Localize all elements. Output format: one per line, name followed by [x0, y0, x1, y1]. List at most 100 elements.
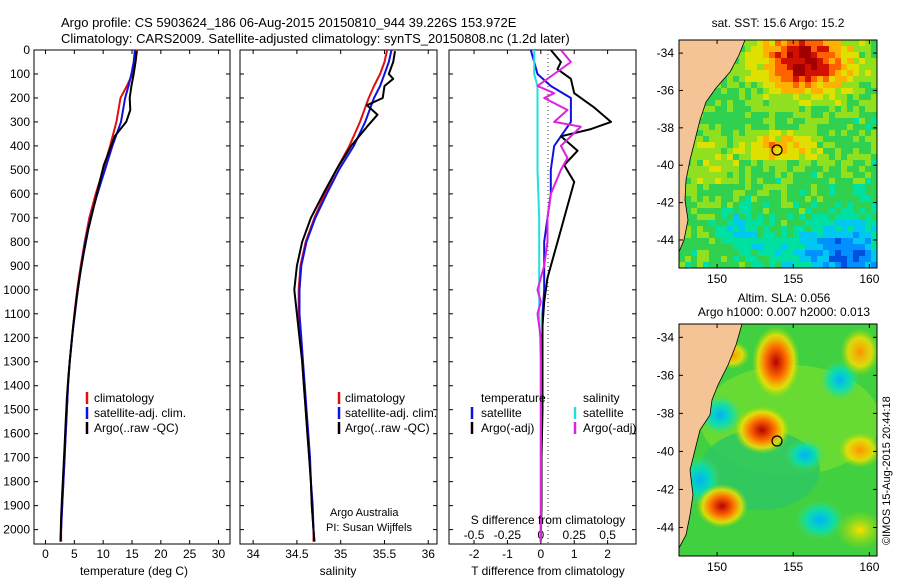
sst-cell	[799, 82, 806, 89]
sst-cell	[847, 262, 854, 268]
sst-cell	[763, 172, 770, 179]
sst-cell	[811, 64, 818, 71]
sst-cell	[823, 64, 830, 71]
sst-cell	[679, 244, 686, 251]
sst-cell	[709, 172, 716, 179]
sst-cell	[805, 118, 812, 125]
depth-tick-label: 300	[10, 115, 30, 129]
sst-cell	[871, 214, 877, 221]
legend-label-argo: Argo(..raw -QC)	[94, 421, 179, 435]
sst-cell	[823, 82, 830, 89]
legend-title-temperature: temperature	[481, 391, 546, 405]
sst-cell	[757, 214, 764, 221]
sst-cell	[823, 226, 830, 233]
sst-cell	[775, 220, 782, 227]
sst-cell	[703, 124, 710, 131]
sst-cell	[781, 82, 788, 89]
sst-cell	[793, 178, 800, 185]
sst-cell	[715, 160, 722, 167]
sst-cell	[733, 226, 740, 233]
sst-cell	[763, 136, 770, 143]
sst-cell	[679, 262, 686, 268]
sst-cell	[733, 70, 740, 77]
sst-cell	[745, 154, 752, 161]
sst-cell	[805, 214, 812, 221]
sst-cell	[829, 130, 836, 137]
sst-cell	[739, 220, 746, 227]
sst-cell	[847, 250, 854, 257]
sst-cell	[811, 232, 818, 239]
sst-cell	[745, 148, 752, 155]
sst-cell	[769, 172, 776, 179]
sst-cell	[739, 142, 746, 149]
sst-cell	[721, 94, 728, 101]
sst-cell	[787, 178, 794, 185]
sst-cell	[751, 94, 758, 101]
sst-cell	[805, 250, 812, 257]
sst-cell	[811, 208, 818, 215]
sst-cell	[775, 244, 782, 251]
sst-cell	[799, 88, 806, 95]
sst-cell	[787, 82, 794, 89]
sst-cell	[781, 52, 788, 59]
sst-cell	[811, 70, 818, 77]
sst-cell	[871, 112, 877, 119]
sst-cell	[763, 202, 770, 209]
sst-cell	[871, 184, 877, 191]
sst-cell	[859, 208, 866, 215]
sst-cell	[769, 196, 776, 203]
sst-cell	[721, 226, 728, 233]
sst-cell	[685, 196, 692, 203]
sst-cell	[703, 214, 710, 221]
sst-land	[679, 40, 746, 253]
sst-cell	[691, 214, 698, 221]
sst-cell	[733, 214, 740, 221]
sst-field	[679, 40, 877, 268]
sst-cell	[739, 178, 746, 185]
depth-tick-label: 1800	[3, 475, 30, 489]
sst-cell	[805, 70, 812, 77]
sst-cell	[727, 112, 734, 119]
sst-cell	[787, 184, 794, 191]
sst-cell	[709, 226, 716, 233]
sst-cell	[865, 154, 872, 161]
sst-cell	[757, 58, 764, 65]
sst-cell	[787, 58, 794, 65]
sst-cell	[775, 172, 782, 179]
sst-cell	[757, 226, 764, 233]
difference-x-ticks: -2 -1 0 1 2	[469, 50, 611, 561]
sst-cell	[697, 250, 704, 257]
sst-cell	[745, 226, 752, 233]
sla-profile-marker	[771, 435, 783, 447]
sst-cell	[787, 94, 794, 101]
sst-cell	[745, 52, 752, 59]
sst-cell	[757, 76, 764, 83]
sst-cell	[709, 148, 716, 155]
sst-cell	[799, 124, 806, 131]
sst-cell	[685, 208, 692, 215]
sst-cell	[847, 106, 854, 113]
sst-cell	[853, 226, 860, 233]
sst-cell	[751, 208, 758, 215]
sst-cell	[823, 46, 830, 53]
sst-cell	[715, 220, 722, 227]
sst-cell	[763, 238, 770, 245]
sst-cell	[769, 58, 776, 65]
sst-cell	[865, 100, 872, 107]
sst-cell	[865, 142, 872, 149]
sst-cell	[733, 220, 740, 227]
sst-cell	[847, 148, 854, 155]
sst-cell	[847, 226, 854, 233]
sst-cell	[763, 244, 770, 251]
sst-cell	[841, 244, 848, 251]
sst-cell	[823, 220, 830, 227]
sst-cell	[751, 184, 758, 191]
sst-cell	[745, 76, 752, 83]
sst-cell	[787, 64, 794, 71]
sst-cell	[691, 202, 698, 209]
sst-cell	[793, 202, 800, 209]
sst-cell	[805, 184, 812, 191]
sst-cell	[865, 130, 872, 137]
sst-cell	[823, 190, 830, 197]
sst-cell	[739, 172, 746, 179]
